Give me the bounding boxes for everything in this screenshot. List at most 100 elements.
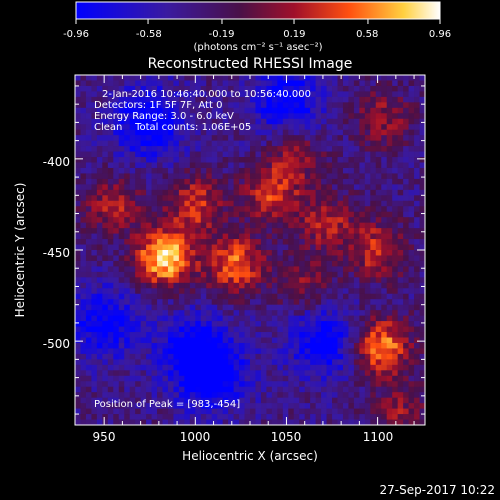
heatmap-cell bbox=[162, 195, 169, 202]
heatmap-cell bbox=[195, 244, 202, 251]
heatmap-cell bbox=[321, 397, 327, 404]
heatmap-cell bbox=[162, 244, 169, 251]
heatmap-cell bbox=[250, 96, 256, 103]
heatmap-cell bbox=[260, 375, 267, 382]
heatmap-cell bbox=[118, 151, 125, 158]
heatmap-cell bbox=[239, 239, 245, 245]
heatmap-cell bbox=[189, 228, 196, 234]
heatmap-cell bbox=[217, 375, 224, 382]
heatmap-cell bbox=[118, 173, 125, 180]
heatmap-cell bbox=[271, 157, 278, 163]
heatmap-cell bbox=[288, 102, 295, 109]
heatmap-cell bbox=[326, 102, 333, 109]
heatmap-cell bbox=[342, 397, 349, 404]
heatmap-cell bbox=[91, 135, 98, 142]
heatmap-cell bbox=[271, 299, 278, 306]
heatmap-cell bbox=[299, 359, 306, 366]
heatmap-cell bbox=[151, 332, 158, 338]
heatmap-cell bbox=[414, 124, 420, 131]
heatmap-cell bbox=[211, 277, 218, 284]
heatmap-cell bbox=[375, 189, 382, 196]
heatmap-cell bbox=[304, 375, 311, 382]
heatmap-cell bbox=[96, 184, 103, 191]
heatmap-cell bbox=[277, 80, 284, 87]
heatmap-cell bbox=[75, 162, 81, 169]
heatmap-cell bbox=[124, 178, 131, 185]
heatmap-cell bbox=[173, 321, 180, 327]
heatmap-cell bbox=[189, 135, 196, 142]
heatmap-cell bbox=[135, 173, 142, 180]
heatmap-cell bbox=[167, 157, 174, 163]
heatmap-cell bbox=[353, 353, 360, 360]
heatmap-cell bbox=[157, 217, 163, 224]
heatmap-cell bbox=[135, 244, 142, 251]
heatmap-cell bbox=[140, 80, 147, 87]
heatmap-cell bbox=[250, 419, 256, 425]
heatmap-cell bbox=[304, 370, 311, 377]
heatmap-cell bbox=[91, 228, 98, 234]
heatmap-cell bbox=[157, 75, 163, 81]
heatmap-cell bbox=[255, 184, 262, 191]
heatmap-cell bbox=[364, 277, 371, 284]
heatmap-cell bbox=[228, 288, 234, 295]
heatmap-cell bbox=[162, 184, 169, 191]
heatmap-cell bbox=[113, 129, 120, 136]
heatmap-cell bbox=[178, 200, 185, 207]
heatmap-cell bbox=[381, 381, 388, 388]
heatmap-cell bbox=[124, 184, 131, 191]
heatmap-cell bbox=[419, 348, 425, 355]
heatmap-cell bbox=[91, 375, 98, 382]
heatmap-cell bbox=[239, 124, 245, 131]
heatmap-cell bbox=[304, 167, 311, 174]
heatmap-cell bbox=[392, 326, 399, 333]
heatmap-cell bbox=[146, 321, 152, 327]
heatmap-cell bbox=[332, 282, 338, 289]
heatmap-cell bbox=[217, 233, 224, 240]
heatmap-cell bbox=[266, 200, 273, 207]
heatmap-cell bbox=[167, 282, 174, 289]
heatmap-cell bbox=[200, 200, 207, 207]
heatmap-cell bbox=[195, 233, 202, 240]
heatmap-cell bbox=[85, 113, 92, 120]
heatmap-cell bbox=[107, 118, 114, 125]
heatmap-cell bbox=[364, 293, 371, 300]
heatmap-cell bbox=[408, 162, 415, 169]
heatmap-cell bbox=[211, 326, 218, 333]
heatmap-cell bbox=[96, 162, 103, 169]
heatmap-cell bbox=[266, 157, 273, 163]
heatmap-cell bbox=[206, 228, 213, 234]
heatmap-cell bbox=[260, 310, 267, 317]
heatmap-cell bbox=[397, 244, 404, 251]
heatmap-cell bbox=[151, 403, 158, 409]
heatmap-cell bbox=[189, 293, 196, 300]
heatmap-cell bbox=[178, 277, 185, 284]
heatmap-cell bbox=[381, 135, 388, 142]
heatmap-cell bbox=[102, 178, 109, 185]
heatmap-cell bbox=[178, 113, 185, 120]
heatmap-cell bbox=[184, 299, 191, 306]
heatmap-cell bbox=[310, 299, 317, 306]
heatmap-cell bbox=[397, 124, 404, 131]
heatmap-cell bbox=[91, 250, 98, 256]
heatmap-cell bbox=[228, 293, 234, 300]
heatmap-cell bbox=[386, 277, 393, 284]
heatmap-cell bbox=[178, 353, 185, 360]
heatmap-cell bbox=[381, 118, 388, 125]
heatmap-cell bbox=[124, 392, 131, 399]
heatmap-cell bbox=[80, 244, 87, 251]
heatmap-cell bbox=[348, 321, 355, 327]
heatmap-cell bbox=[211, 288, 218, 295]
heatmap-cell bbox=[310, 80, 317, 87]
heatmap-cell bbox=[157, 293, 163, 300]
heatmap-cell bbox=[386, 381, 393, 388]
heatmap-cell bbox=[167, 211, 174, 218]
heatmap-cell bbox=[233, 91, 240, 98]
heatmap-cell bbox=[255, 85, 262, 92]
heatmap-cell bbox=[178, 217, 185, 224]
heatmap-cell bbox=[140, 277, 147, 284]
heatmap-cell bbox=[173, 244, 180, 251]
heatmap-cell bbox=[195, 96, 202, 103]
heatmap-cell bbox=[321, 277, 327, 284]
heatmap-cell bbox=[206, 239, 213, 245]
heatmap-cell bbox=[135, 96, 142, 103]
